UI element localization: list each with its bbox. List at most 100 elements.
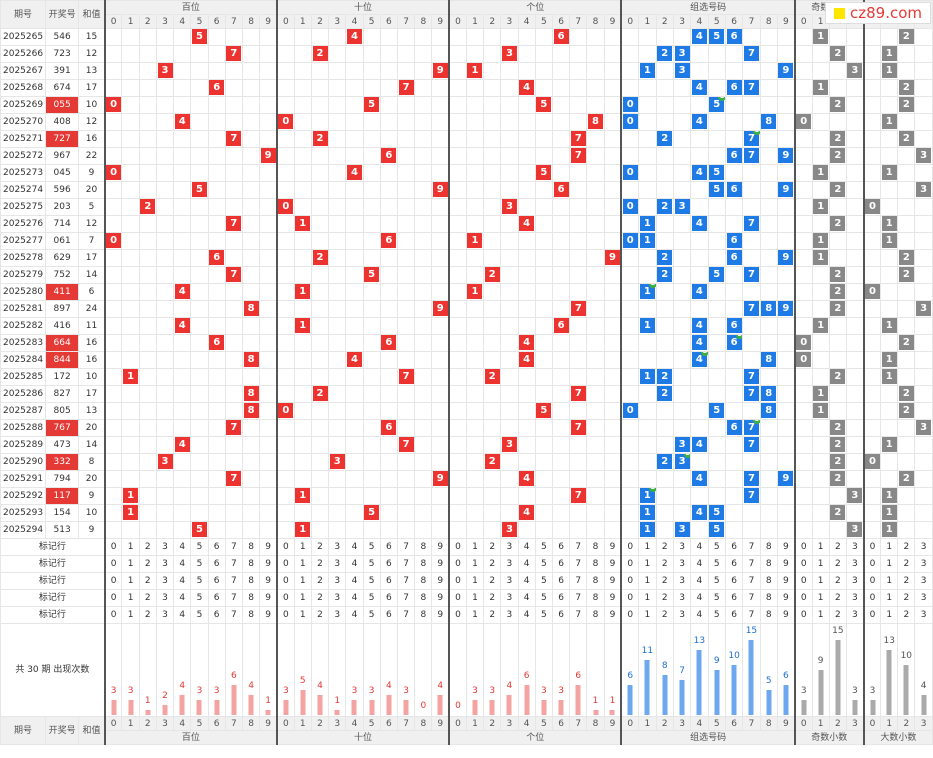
marker-digit[interactable]: 9 bbox=[603, 538, 622, 556]
marker-digit[interactable]: 3 bbox=[672, 538, 692, 556]
marker-digit[interactable]: 3 bbox=[328, 572, 347, 590]
marker-digit[interactable]: 1 bbox=[638, 589, 657, 607]
marker-digit[interactable]: 2 bbox=[655, 538, 674, 556]
marker-digit[interactable]: 4 bbox=[690, 538, 709, 556]
marker-digit[interactable]: 4 bbox=[345, 555, 364, 573]
marker-digit[interactable]: 6 bbox=[207, 589, 226, 607]
marker-digit[interactable]: 7 bbox=[742, 555, 761, 573]
marker-digit[interactable]: 7 bbox=[569, 538, 588, 556]
marker-digit[interactable]: 3 bbox=[155, 555, 175, 573]
marker-digit[interactable]: 1 bbox=[293, 572, 312, 590]
marker-digit[interactable]: 4 bbox=[517, 572, 536, 590]
marker-digit[interactable]: 2 bbox=[828, 572, 848, 590]
marker-digit[interactable]: 6 bbox=[551, 589, 571, 607]
marker-row[interactable]: 标记行 0 1 2 3 4 5 6 7 8 9 0 1 2 3 4 5 6 7 8 9 0 1 2 3 4 5 6 7 8 9 0 1 2 3 4 5 6… bbox=[0, 572, 933, 590]
marker-digit[interactable]: 5 bbox=[707, 538, 726, 556]
marker-digit[interactable]: 0 bbox=[275, 589, 295, 607]
marker-digit[interactable]: 6 bbox=[724, 538, 744, 556]
site-logo[interactable]: cz89.com bbox=[825, 2, 931, 24]
marker-digit[interactable]: 5 bbox=[707, 555, 726, 573]
marker-digit[interactable]: 3 bbox=[914, 555, 933, 573]
marker-digit[interactable]: 7 bbox=[742, 538, 761, 556]
marker-digit[interactable]: 3 bbox=[845, 538, 865, 556]
marker-digit[interactable]: 9 bbox=[431, 555, 450, 573]
marker-digit[interactable]: 4 bbox=[173, 606, 192, 624]
marker-digit[interactable]: 0 bbox=[862, 572, 882, 590]
marker-digit[interactable]: 5 bbox=[707, 606, 726, 624]
marker-digit[interactable]: 8 bbox=[586, 589, 605, 607]
marker-digit[interactable]: 8 bbox=[586, 555, 605, 573]
marker-digit[interactable]: 3 bbox=[500, 589, 519, 607]
marker-digit[interactable]: 4 bbox=[345, 572, 364, 590]
marker-digit[interactable]: 6 bbox=[724, 589, 744, 607]
marker-digit[interactable]: 7 bbox=[742, 606, 761, 624]
marker-digit[interactable]: 5 bbox=[362, 606, 381, 624]
marker-digit[interactable]: 2 bbox=[138, 589, 157, 607]
marker-digit[interactable]: 7 bbox=[742, 589, 761, 607]
marker-digit[interactable]: 0 bbox=[103, 589, 123, 607]
marker-digit[interactable]: 5 bbox=[190, 555, 209, 573]
marker-digit[interactable]: 1 bbox=[293, 555, 312, 573]
marker-digit[interactable]: 0 bbox=[448, 555, 467, 573]
marker-digit[interactable]: 8 bbox=[586, 572, 605, 590]
marker-digit[interactable]: 3 bbox=[845, 555, 865, 573]
marker-digit[interactable]: 4 bbox=[690, 589, 709, 607]
marker-digit[interactable]: 8 bbox=[414, 538, 433, 556]
marker-digit[interactable]: 1 bbox=[293, 606, 312, 624]
marker-digit[interactable]: 2 bbox=[483, 572, 502, 590]
marker-digit[interactable]: 6 bbox=[551, 538, 571, 556]
marker-digit[interactable]: 2 bbox=[828, 555, 848, 573]
marker-digit[interactable]: 3 bbox=[500, 538, 519, 556]
marker-row[interactable]: 标记行 0 1 2 3 4 5 6 7 8 9 0 1 2 3 4 5 6 7 8 9 0 1 2 3 4 5 6 7 8 9 0 1 2 3 4 5 6… bbox=[0, 606, 933, 624]
marker-digit[interactable]: 6 bbox=[724, 606, 744, 624]
marker-digit[interactable]: 1 bbox=[880, 555, 899, 573]
marker-digit[interactable]: 1 bbox=[811, 589, 830, 607]
marker-digit[interactable]: 3 bbox=[500, 606, 519, 624]
marker-digit[interactable]: 0 bbox=[275, 538, 295, 556]
marker-digit[interactable]: 0 bbox=[793, 606, 813, 624]
marker-digit[interactable]: 7 bbox=[396, 606, 416, 624]
marker-digit[interactable]: 4 bbox=[517, 538, 536, 556]
marker-digit[interactable]: 0 bbox=[103, 555, 123, 573]
marker-digit[interactable]: 0 bbox=[620, 555, 640, 573]
marker-digit[interactable]: 0 bbox=[862, 538, 882, 556]
marker-digit[interactable]: 1 bbox=[811, 572, 830, 590]
marker-digit[interactable]: 2 bbox=[655, 572, 674, 590]
marker-digit[interactable]: 7 bbox=[224, 555, 244, 573]
marker-digit[interactable]: 2 bbox=[138, 555, 157, 573]
marker-digit[interactable]: 0 bbox=[793, 589, 813, 607]
marker-digit[interactable]: 3 bbox=[914, 538, 933, 556]
marker-digit[interactable]: 8 bbox=[241, 572, 261, 590]
marker-digit[interactable]: 7 bbox=[224, 589, 244, 607]
marker-digit[interactable]: 5 bbox=[362, 555, 381, 573]
marker-digit[interactable]: 3 bbox=[914, 606, 933, 624]
marker-digit[interactable]: 0 bbox=[862, 606, 882, 624]
marker-digit[interactable]: 7 bbox=[569, 606, 588, 624]
marker-digit[interactable]: 5 bbox=[534, 555, 553, 573]
marker-digit[interactable]: 5 bbox=[707, 589, 726, 607]
marker-digit[interactable]: 9 bbox=[603, 555, 622, 573]
marker-digit[interactable]: 3 bbox=[155, 572, 175, 590]
marker-row[interactable]: 标记行 0 1 2 3 4 5 6 7 8 9 0 1 2 3 4 5 6 7 8 9 0 1 2 3 4 5 6 7 8 9 0 1 2 3 4 5 6… bbox=[0, 589, 933, 607]
marker-digit[interactable]: 0 bbox=[793, 538, 813, 556]
marker-digit[interactable]: 3 bbox=[500, 555, 519, 573]
marker-digit[interactable]: 2 bbox=[828, 606, 848, 624]
marker-digit[interactable]: 6 bbox=[379, 606, 398, 624]
marker-digit[interactable]: 6 bbox=[379, 589, 398, 607]
marker-digit[interactable]: 4 bbox=[345, 589, 364, 607]
marker-digit[interactable]: 8 bbox=[759, 572, 778, 590]
marker-digit[interactable]: 2 bbox=[655, 555, 674, 573]
marker-row[interactable]: 标记行 0 1 2 3 4 5 6 7 8 9 0 1 2 3 4 5 6 7 8 9 0 1 2 3 4 5 6 7 8 9 0 1 2 3 4 5 6… bbox=[0, 555, 933, 573]
marker-digit[interactable]: 0 bbox=[103, 572, 123, 590]
marker-digit[interactable]: 6 bbox=[379, 555, 398, 573]
marker-digit[interactable]: 2 bbox=[483, 555, 502, 573]
marker-digit[interactable]: 3 bbox=[155, 589, 175, 607]
marker-digit[interactable]: 2 bbox=[483, 538, 502, 556]
marker-digit[interactable]: 2 bbox=[828, 538, 848, 556]
marker-digit[interactable]: 2 bbox=[897, 606, 916, 624]
marker-digit[interactable]: 5 bbox=[707, 572, 726, 590]
marker-digit[interactable]: 8 bbox=[414, 572, 433, 590]
marker-digit[interactable]: 6 bbox=[724, 572, 744, 590]
marker-digit[interactable]: 2 bbox=[310, 606, 330, 624]
marker-digit[interactable]: 1 bbox=[465, 538, 485, 556]
